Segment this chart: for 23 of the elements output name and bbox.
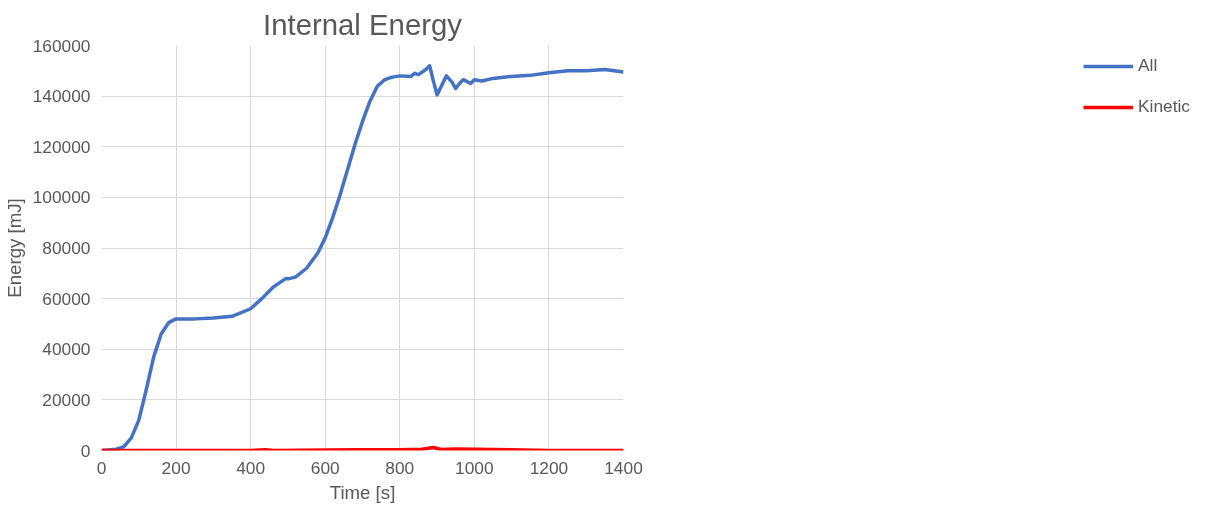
y-axis-title: Energy [mJ] bbox=[3, 198, 25, 298]
x-tick-label: 1000 bbox=[455, 457, 494, 478]
y-tick-label: 0 bbox=[80, 440, 91, 461]
y-tick-label: 60000 bbox=[42, 288, 91, 309]
x-tick-label: 1200 bbox=[529, 457, 569, 478]
legend-label: Kinetic bbox=[1137, 96, 1190, 117]
x-tick-label: 200 bbox=[161, 457, 191, 478]
x-axis-title: Time [s] bbox=[329, 481, 396, 503]
y-tick-label: 20000 bbox=[42, 389, 91, 410]
y-tick-label: 80000 bbox=[42, 238, 91, 258]
line-series bbox=[101, 64, 624, 451]
y-tick-label: 160000 bbox=[32, 35, 91, 56]
x-tick-label: 600 bbox=[310, 457, 340, 478]
y-tick-label: 120000 bbox=[32, 136, 91, 157]
x-tick-label: 0 bbox=[96, 457, 107, 478]
x-tick-label: 800 bbox=[385, 457, 415, 478]
y-tick-label: 100000 bbox=[32, 187, 91, 208]
legend-label: All bbox=[1137, 55, 1158, 76]
y-tick-label: 40000 bbox=[42, 339, 91, 360]
y-tick-label: 140000 bbox=[32, 86, 91, 107]
chart-title: Internal Energy bbox=[263, 7, 463, 41]
x-tick-label: 1400 bbox=[604, 457, 643, 478]
x-tick-label: 400 bbox=[236, 457, 266, 478]
